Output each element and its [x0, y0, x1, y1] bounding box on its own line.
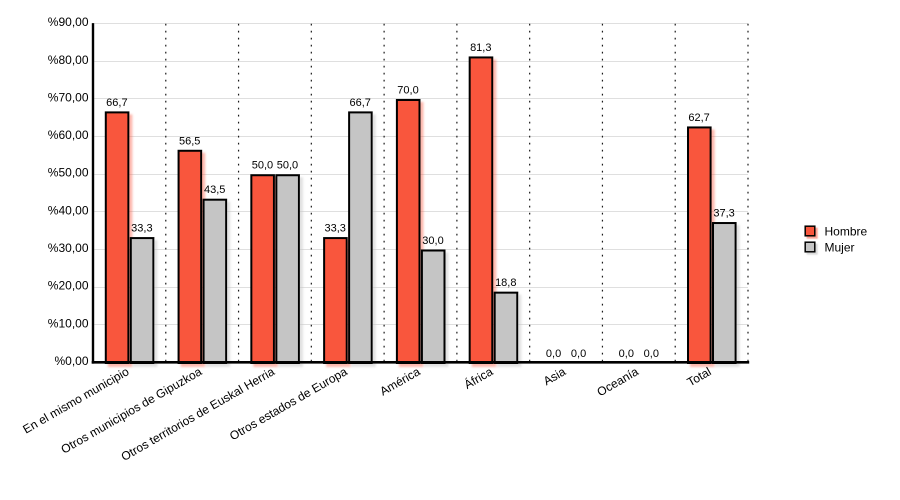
svg-text:37,3: 37,3: [713, 208, 734, 220]
svg-text:%30,00: %30,00: [48, 241, 89, 255]
svg-text:33,3: 33,3: [325, 223, 346, 235]
svg-text:81,3: 81,3: [470, 42, 491, 54]
svg-text:África: África: [461, 363, 495, 391]
svg-text:0,0: 0,0: [546, 348, 561, 360]
svg-text:33,3: 33,3: [131, 223, 152, 235]
svg-text:%90,00: %90,00: [48, 15, 89, 29]
svg-text:70,0: 70,0: [397, 84, 418, 96]
svg-text:%80,00: %80,00: [48, 53, 89, 67]
svg-text:Otros estados de Europa: Otros estados de Europa: [227, 364, 350, 443]
svg-text:30,0: 30,0: [422, 235, 443, 247]
svg-text:Hombre: Hombre: [825, 225, 868, 239]
svg-text:0,0: 0,0: [644, 348, 659, 360]
svg-text:Otros municipios de Gipuzkoa: Otros municipios de Gipuzkoa: [59, 364, 205, 456]
svg-text:Total: Total: [685, 364, 714, 389]
svg-text:%10,00: %10,00: [48, 316, 89, 330]
svg-text:43,5: 43,5: [204, 184, 225, 196]
svg-text:66,7: 66,7: [350, 97, 371, 109]
svg-text:%70,00: %70,00: [48, 90, 89, 104]
svg-text:66,7: 66,7: [106, 97, 127, 109]
svg-text:18,8: 18,8: [495, 277, 516, 289]
svg-text:0,0: 0,0: [619, 348, 634, 360]
svg-text:50,0: 50,0: [252, 160, 273, 172]
svg-text:%50,00: %50,00: [48, 166, 89, 180]
svg-text:Oceanía: Oceanía: [595, 364, 642, 399]
svg-text:%40,00: %40,00: [48, 203, 89, 217]
svg-text:56,5: 56,5: [179, 135, 200, 147]
svg-text:50,0: 50,0: [277, 160, 298, 172]
svg-text:Asia: Asia: [541, 364, 568, 388]
svg-text:62,7: 62,7: [688, 112, 709, 124]
svg-text:0,0: 0,0: [571, 348, 586, 360]
svg-text:Mujer: Mujer: [825, 241, 855, 255]
svg-text:%20,00: %20,00: [48, 279, 89, 293]
svg-text:%0,00: %0,00: [54, 354, 88, 368]
svg-text:América: América: [377, 364, 422, 398]
svg-text:%60,00: %60,00: [48, 128, 89, 142]
